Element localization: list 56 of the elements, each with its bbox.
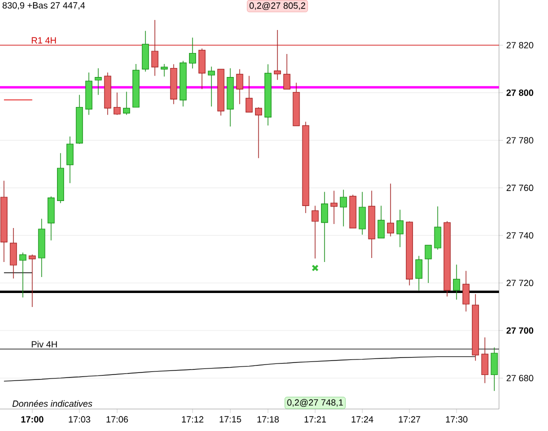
y-tick-label: 27 760 (506, 184, 534, 192)
ref-line-label: Piv 4H (32, 340, 57, 348)
candlestick (66, 136, 74, 184)
x-tick-label: 17:24 (352, 416, 374, 422)
annotation: Données indicatives (12, 400, 92, 407)
annotation: 830,9 +Bas 27 447,4 (2, 2, 85, 10)
candlestick (94, 68, 102, 96)
y-tick-label: 27 740 (506, 232, 534, 239)
candlestick (255, 106, 262, 158)
y-tick-label: 27 680 (506, 374, 534, 382)
y-tick-label: 27 820 (506, 42, 534, 48)
x-tick-label: 17:00 (21, 416, 44, 423)
y-tick-label: 27 800 (506, 90, 534, 96)
candlestick (312, 205, 319, 259)
y-tick-label: 27 780 (506, 137, 534, 144)
candlestick (246, 76, 253, 113)
candlestick (123, 91, 130, 116)
candlestick (340, 189, 347, 227)
x-tick-label: 17:03 (68, 416, 90, 423)
annotation: 0,2@27 805,2 (250, 2, 306, 10)
candlestick (28, 254, 36, 308)
candlestick (283, 54, 290, 90)
candlestick (198, 48, 206, 90)
annotation: 0,2@27 748,1 (287, 399, 343, 407)
candlestick (453, 264, 460, 300)
candlestick (114, 92, 121, 116)
candlestick (490, 347, 498, 392)
candlestick (321, 192, 328, 262)
x-tick-label: 17:06 (106, 416, 128, 423)
candlestick (330, 190, 338, 224)
x-tick-label: 17:15 (220, 416, 242, 422)
candlestick (189, 37, 196, 69)
candlestick (415, 256, 422, 291)
x-tick-label: 17:30 (446, 416, 468, 423)
candlestick (462, 270, 470, 312)
candlestick (424, 244, 432, 284)
candlestick (236, 68, 244, 104)
candlestick (274, 30, 281, 80)
candlestick (19, 252, 26, 298)
y-tick-label: 27 700 (506, 327, 534, 334)
candlestick (396, 209, 404, 248)
candlestick (481, 337, 488, 384)
x-tick-label: 17:18 (257, 416, 279, 423)
candlestick (434, 206, 442, 250)
ref-line-label: R1 4H (32, 37, 56, 44)
candlestick (378, 205, 385, 238)
candlestick (387, 183, 394, 237)
x-tick-label: 17:21 (304, 416, 326, 422)
y-tick-label: 27 720 (506, 280, 534, 286)
candlestick (10, 228, 17, 279)
x-tick-label: 17:12 (182, 416, 204, 422)
candlestick (151, 20, 158, 76)
x-tick-label: 17:27 (398, 416, 420, 422)
candlestick (160, 64, 168, 77)
candlestick (208, 66, 215, 107)
candlestick (358, 192, 366, 236)
